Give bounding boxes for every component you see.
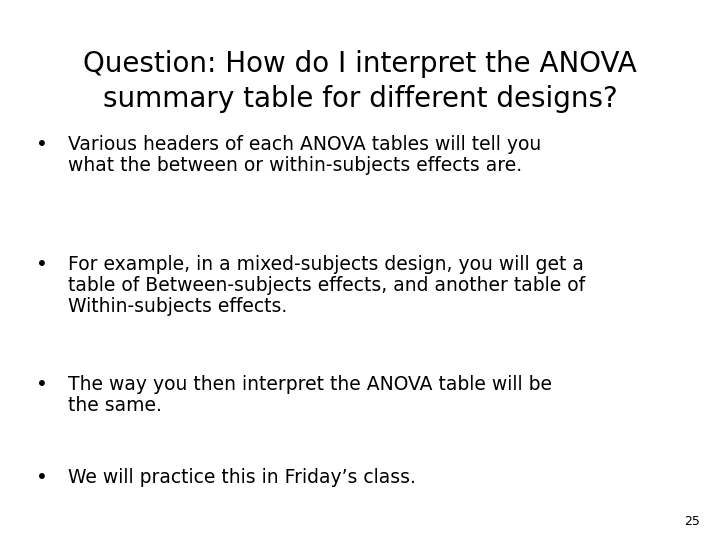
Text: what the between or within-subjects effects are.: what the between or within-subjects effe…: [68, 156, 522, 175]
Text: Within-subjects effects.: Within-subjects effects.: [68, 297, 287, 316]
Text: summary table for different designs?: summary table for different designs?: [103, 85, 617, 113]
Text: •: •: [36, 468, 48, 487]
Text: Various headers of each ANOVA tables will tell you: Various headers of each ANOVA tables wil…: [68, 135, 541, 154]
Text: •: •: [36, 255, 48, 274]
Text: 25: 25: [684, 515, 700, 528]
Text: For example, in a mixed-subjects design, you will get a: For example, in a mixed-subjects design,…: [68, 255, 584, 274]
Text: Question: How do I interpret the ANOVA: Question: How do I interpret the ANOVA: [83, 50, 637, 78]
Text: table of Between-subjects effects, and another table of: table of Between-subjects effects, and a…: [68, 276, 585, 295]
Text: •: •: [36, 375, 48, 394]
Text: the same.: the same.: [68, 396, 162, 415]
Text: The way you then interpret the ANOVA table will be: The way you then interpret the ANOVA tab…: [68, 375, 552, 394]
Text: We will practice this in Friday’s class.: We will practice this in Friday’s class.: [68, 468, 416, 487]
Text: •: •: [36, 135, 48, 154]
